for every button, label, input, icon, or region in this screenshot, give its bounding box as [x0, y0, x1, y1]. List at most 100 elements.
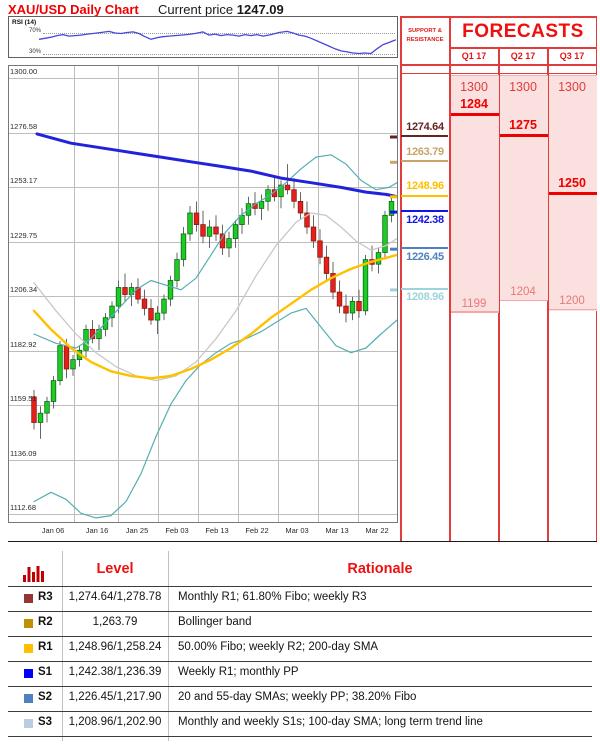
rsi-line	[38, 30, 397, 55]
sr-level-value: 1248.96	[406, 180, 444, 193]
row-id: S1	[38, 665, 53, 678]
forecast-high-value: 1300	[509, 80, 537, 94]
h-gridline	[9, 405, 397, 406]
row-rationale: Weekly R1; monthly PP	[178, 665, 299, 678]
forecast-low-line	[450, 311, 499, 313]
row-level: 1,208.96/1,202.90	[68, 715, 162, 728]
candle-body	[70, 359, 76, 370]
sr-header-line2: RESISTANCE	[406, 37, 444, 44]
current-price: Current price 1247.09	[158, 2, 284, 17]
forecast-mid-value: 1275	[509, 118, 537, 133]
rsi-30-gridline	[43, 53, 395, 55]
candle-body	[141, 298, 148, 309]
bottom-axis-line	[8, 540, 597, 543]
row-rationale: Bollinger band	[178, 615, 252, 628]
rsi-70-gridline	[43, 32, 395, 34]
forecasts-title: FORECASTS	[462, 21, 584, 42]
y-axis-label: 1229.75	[10, 230, 38, 240]
panel-border	[547, 48, 549, 541]
candle-body	[180, 233, 187, 260]
h-gridline	[9, 350, 397, 352]
panel-border	[498, 48, 500, 541]
table-divider	[62, 551, 63, 741]
forecast-high-value: 1300	[460, 80, 488, 94]
y-axis-label: 1136.09	[10, 448, 37, 458]
v-gridline	[74, 66, 75, 522]
candle-body	[388, 200, 395, 216]
candle-body	[154, 312, 161, 321]
sr-level-line	[401, 194, 448, 197]
row-level: 1,248.96/1,258.24	[68, 640, 162, 653]
forecast-range-fill	[500, 74, 548, 302]
sma200-line	[35, 132, 397, 199]
panel-border	[400, 64, 597, 66]
row-id: S3	[38, 715, 53, 728]
table-row-line	[8, 586, 592, 588]
candle-body	[50, 380, 57, 402]
forecast-high-value: 1300	[558, 80, 586, 94]
candle-body	[148, 307, 154, 321]
sr-level-line	[401, 160, 448, 163]
row-marker	[24, 693, 33, 703]
candle-body	[343, 305, 349, 314]
candle-body	[278, 184, 284, 198]
bar-chart-icon	[23, 561, 45, 583]
y-axis-label: 1300.00	[10, 67, 38, 76]
main-chart	[8, 65, 398, 523]
rsi-lower-label: 30%	[28, 49, 41, 55]
candle-body	[304, 212, 310, 228]
forecast-quarter-label: Q3 17	[559, 51, 585, 61]
h-gridline	[9, 514, 397, 515]
rsi-panel: RSI (14) 70% 30%	[8, 16, 398, 58]
panel-border	[449, 47, 597, 49]
forecast-low-value: 1204	[510, 285, 536, 298]
candle-body	[356, 300, 362, 312]
forecast-mid-line	[450, 112, 499, 116]
sr-level-line	[401, 209, 448, 213]
sr-header-line1: SUPPORT &	[408, 28, 442, 34]
candle-body	[122, 287, 128, 295]
table-row-line	[8, 736, 592, 738]
x-axis-label: Feb 22	[245, 526, 269, 535]
y-axis-label: 1112.68	[10, 503, 36, 512]
rsi-upper-label: 70%	[28, 28, 41, 34]
candle-body	[317, 240, 323, 258]
v-gridline	[278, 66, 279, 522]
panel-border	[449, 16, 451, 541]
row-level: 1,263.79	[92, 615, 138, 628]
table-divider	[168, 551, 169, 741]
sr-level-line	[401, 134, 448, 138]
h-gridline	[9, 132, 397, 134]
support-resistance-header: SUPPORT & RESISTANCE	[400, 16, 450, 65]
x-axis-label: Feb 13	[205, 526, 229, 535]
sr-level-line	[401, 287, 448, 291]
forecast-quarter-label: Q1 17	[461, 51, 487, 61]
h-gridline	[9, 296, 397, 297]
v-gridline	[158, 66, 159, 522]
level-edge-tick	[390, 247, 397, 251]
row-id: S2	[38, 690, 53, 703]
x-axis-label: Feb 03	[165, 526, 189, 535]
v-gridline	[198, 66, 199, 522]
panel-border	[400, 16, 597, 18]
current-price-label: Current price	[158, 2, 234, 17]
forecast-mid-line	[548, 191, 597, 195]
level-edge-tick	[390, 210, 397, 214]
sr-level-value: 1226.45	[406, 250, 444, 263]
forecast-low-value: 1200	[559, 295, 585, 308]
row-rationale: 20 and 55-day SMAs; weekly PP; 38.20% Fi…	[178, 690, 417, 703]
candle-body	[115, 287, 122, 307]
candle-body	[232, 224, 239, 240]
candle-body	[226, 238, 232, 249]
y-axis-label: 1253.17	[10, 176, 38, 185]
level-edge-tick	[390, 135, 397, 139]
h-gridline	[9, 459, 397, 461]
candle-body	[167, 280, 174, 300]
table-row-line	[8, 636, 592, 638]
forecast-low-line	[548, 309, 597, 311]
row-id: R1	[38, 640, 53, 653]
row-rationale: Monthly and weekly S1s; 100-day SMA; lon…	[178, 715, 483, 728]
candle-body	[31, 396, 37, 423]
candlestick-canvas	[31, 132, 397, 519]
